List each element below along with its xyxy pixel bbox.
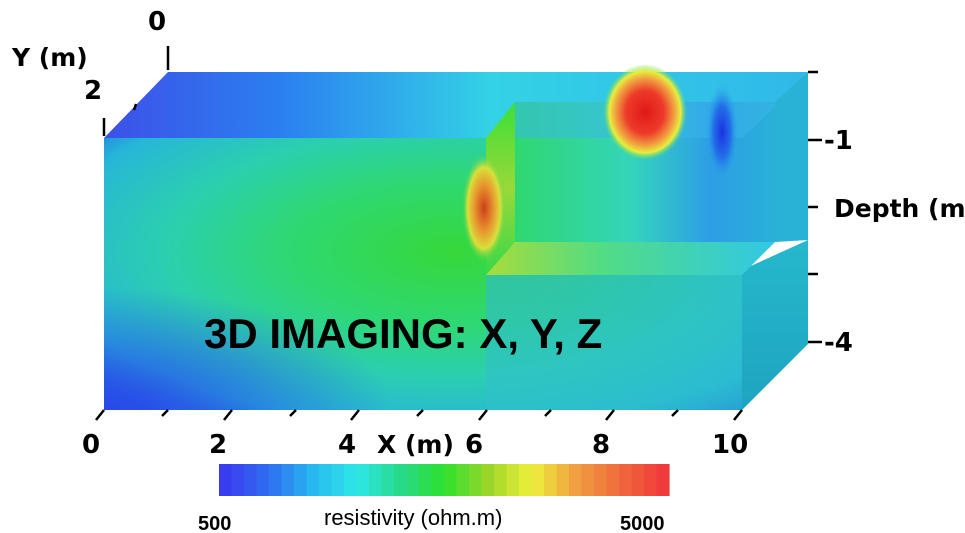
y-tick-label: 0 <box>148 7 166 37</box>
x-tick-label: 4 <box>338 430 356 460</box>
colorbar-swatch <box>219 464 233 496</box>
colorbar-max-label: 5000 <box>620 513 665 533</box>
colorbar-swatch <box>519 464 533 496</box>
x-tick <box>544 409 552 417</box>
colorbar-swatch <box>294 464 308 496</box>
cutaway-lower-face <box>486 275 742 410</box>
anomaly-high-resistivity-mid <box>462 154 506 262</box>
anomaly-low-resistivity <box>706 84 738 180</box>
colorbar-swatch <box>306 464 320 496</box>
colorbar-swatch <box>344 464 358 496</box>
colorbar-label: resistivity (ohm.m) <box>324 505 502 530</box>
anomaly-high-resistivity-top <box>603 64 687 160</box>
y-tick <box>132 103 138 111</box>
colorbar-swatch <box>469 464 483 496</box>
x-tick <box>671 409 679 417</box>
y-tick-label: 2 <box>84 76 102 106</box>
colorbar-swatch <box>531 464 545 496</box>
colorbar-swatch <box>244 464 258 496</box>
x-tick-label: 2 <box>209 430 227 460</box>
x-axis-label: X (m) <box>377 430 454 459</box>
x-tick <box>733 409 743 421</box>
x-tick-label: 0 <box>82 430 100 460</box>
colorbar-swatch <box>369 464 383 496</box>
x-tick <box>95 409 105 421</box>
colorbar-swatch <box>619 464 633 496</box>
colorbar-swatch <box>319 464 333 496</box>
colorbar-swatch <box>381 464 395 496</box>
x-tick <box>161 409 169 417</box>
x-tick <box>289 409 297 417</box>
block-faces <box>104 72 808 410</box>
z-tick-label: -1 <box>824 126 853 156</box>
colorbar-swatch <box>456 464 470 496</box>
axes: 0 2 4 6 8 10 X (m) 0 2 Y (m) -1 -4 Depth… <box>11 7 965 460</box>
colorbar-min-label: 500 <box>198 513 231 533</box>
z-tick-label: -4 <box>824 328 853 358</box>
colorbar: 500 resistivity (ohm.m) 5000 <box>198 464 670 533</box>
anomalies <box>462 64 738 262</box>
colorbar-swatch <box>331 464 345 496</box>
colorbar-swatch <box>281 464 295 496</box>
x-axis-ticks <box>95 409 743 421</box>
colorbar-swatch <box>419 464 433 496</box>
colorbar-swatch <box>606 464 620 496</box>
colorbar-swatch <box>406 464 420 496</box>
colorbar-swatch <box>256 464 270 496</box>
cutaway-floor <box>486 242 775 275</box>
colorbar-swatch <box>656 464 670 496</box>
cutaway-right-wall <box>775 72 808 242</box>
colorbar-swatch <box>481 464 495 496</box>
colorbar-swatches <box>219 464 670 496</box>
x-tick-label: 8 <box>592 430 610 460</box>
colorbar-swatch <box>569 464 583 496</box>
y-axis-ticks <box>102 46 170 136</box>
colorbar-swatch <box>544 464 558 496</box>
colorbar-swatch <box>556 464 570 496</box>
colorbar-swatch <box>631 464 645 496</box>
colorbar-swatch <box>431 464 445 496</box>
colorbar-swatch <box>506 464 520 496</box>
z-axis-label: Depth (m) <box>834 194 965 223</box>
right-face <box>742 240 808 410</box>
x-tick-label: 10 <box>712 430 748 460</box>
colorbar-swatch <box>356 464 370 496</box>
x-tick <box>478 409 488 421</box>
colorbar-swatch <box>444 464 458 496</box>
z-axis-ticks <box>808 70 822 344</box>
colorbar-swatch <box>269 464 283 496</box>
x-tick <box>416 409 424 417</box>
y-axis-label: Y (m) <box>11 43 88 72</box>
x-tick <box>223 409 233 421</box>
x-tick-label: 6 <box>465 430 483 460</box>
x-tick <box>350 409 360 421</box>
colorbar-swatch <box>394 464 408 496</box>
colorbar-swatch <box>644 464 658 496</box>
colorbar-swatch <box>231 464 245 496</box>
chart-title: 3D IMAGING: X, Y, Z <box>204 310 602 357</box>
colorbar-swatch <box>594 464 608 496</box>
colorbar-swatch <box>494 464 508 496</box>
x-tick <box>605 409 615 421</box>
colorbar-swatch <box>581 464 595 496</box>
